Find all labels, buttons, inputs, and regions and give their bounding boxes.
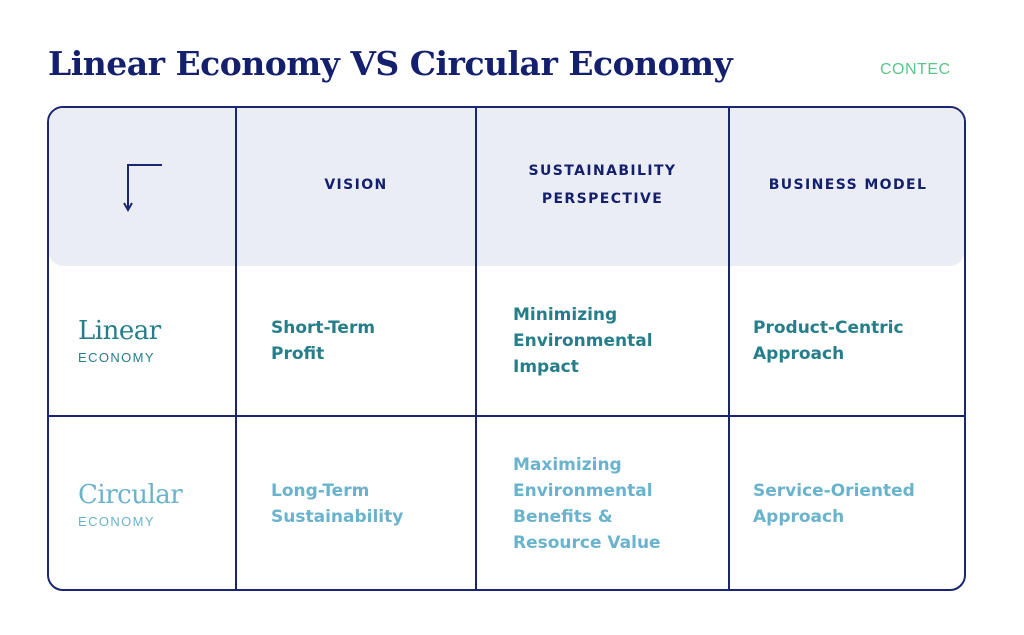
header-vision: VISION	[324, 177, 388, 193]
column-divider	[235, 108, 237, 589]
row-label-linear: Linear ECONOMY	[78, 266, 233, 415]
comparison-table: VISION SUSTAINABILITY PERSPECTIVE BUSINE…	[47, 106, 966, 591]
cell-linear-sustainability: Minimizing Environmental Impact	[513, 304, 653, 377]
row-label-circular: Circular ECONOMY	[78, 417, 233, 589]
header-sustainability-perspective: SUSTAINABILITY PERSPECTIVE	[528, 163, 677, 207]
brand-logo: CONTEC	[880, 61, 951, 78]
row-divider	[49, 415, 964, 417]
cell-circular-vision: Long-Term Sustainability	[271, 481, 404, 527]
column-divider	[728, 108, 730, 589]
page-title: Linear Economy VS Circular Economy	[48, 44, 733, 83]
row-label-subtitle: ECONOMY	[78, 350, 155, 365]
header-business-model: BUSINESS MODEL	[768, 177, 928, 193]
cell-linear-vision: Short-Term Profit	[271, 317, 376, 364]
cell-circular-business-model: Service-Oriented Approach	[753, 481, 915, 527]
cell-linear-business-model: Product-Centric Approach	[753, 317, 904, 364]
row-label-title: Circular	[78, 479, 183, 510]
corner-cell	[49, 108, 235, 266]
cell-circular-sustainability: Maximizing Environmental Benefits & Reso…	[513, 455, 661, 553]
column-divider	[475, 108, 477, 589]
row-label-subtitle: ECONOMY	[78, 513, 155, 529]
corner-down-arrow-icon	[123, 164, 162, 213]
table-header-background	[49, 108, 964, 266]
row-label-title: Linear	[78, 316, 161, 346]
